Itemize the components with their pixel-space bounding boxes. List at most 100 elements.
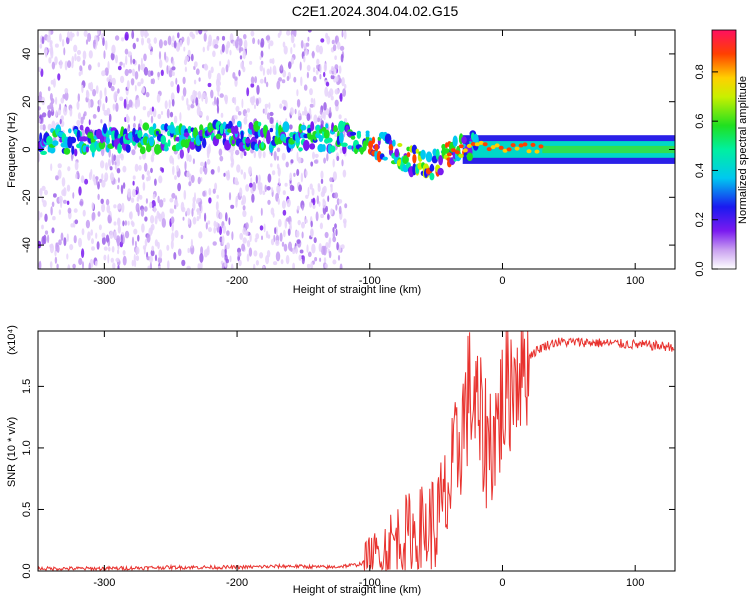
heatmap-speckle: [320, 170, 324, 180]
heatmap-speckle: [158, 249, 163, 259]
heatmap-speckle: [248, 166, 253, 176]
heatmap-speckle: [172, 60, 175, 67]
heatmap-speckle: [276, 147, 281, 153]
heatmap-hotspot: [534, 149, 540, 154]
heatmap-speckle: [237, 251, 242, 257]
heatmap-x-axis-label: Height of straight line (km): [293, 284, 421, 296]
heatmap-speckle: [97, 181, 100, 190]
heatmap-speckle: [204, 95, 208, 105]
heatmap-ridge-blob: [167, 139, 171, 147]
heatmap-speckle: [172, 165, 175, 176]
heatmap-speckle: [262, 108, 265, 114]
heatmap-speckle: [343, 220, 347, 229]
heatmap-speckle: [336, 242, 339, 251]
heatmap-speckle: [47, 123, 52, 131]
heatmap-speckle: [207, 70, 212, 80]
heatmap-speckle: [246, 240, 251, 248]
heatmap-speckle: [287, 228, 291, 236]
heatmap-speckle: [215, 221, 219, 228]
heatmap-speckle: [85, 219, 90, 229]
heatmap-speckle: [290, 159, 294, 164]
heatmap-speckle: [159, 59, 163, 68]
heatmap-speckle: [58, 209, 62, 216]
heatmap-speckle: [103, 246, 108, 251]
heatmap-speckle: [255, 233, 260, 240]
heatmap-speckle: [141, 86, 146, 94]
heatmap-speckle: [74, 219, 79, 225]
heatmap-speckle: [122, 62, 126, 68]
heatmap-speckle: [344, 84, 347, 89]
heatmap-speckle: [163, 197, 166, 203]
heatmap-speckle: [244, 230, 249, 237]
heatmap-speckle: [313, 114, 318, 124]
heatmap-x-tick-label: 0: [499, 275, 505, 287]
heatmap-speckle: [259, 225, 264, 231]
heatmap-speckle: [270, 124, 275, 129]
heatmap-speckle: [303, 43, 307, 50]
heatmap-speckle: [307, 36, 310, 42]
heatmap-speckle: [202, 190, 206, 197]
heatmap-ridge-blob: [139, 146, 146, 155]
heatmap-speckle: [55, 175, 59, 181]
heatmap-speckle: [142, 181, 146, 191]
heatmap-speckle: [71, 153, 74, 162]
heatmap-speckle: [231, 231, 234, 241]
heatmap-speckle: [283, 106, 287, 111]
heatmap-speckle: [327, 213, 330, 221]
heatmap-speckle: [173, 40, 177, 49]
heatmap-speckle: [230, 149, 234, 156]
heatmap-speckle: [325, 205, 329, 213]
heatmap-speckle: [300, 76, 303, 87]
heatmap-speckle: [150, 78, 153, 84]
heatmap-speckle: [334, 64, 339, 70]
heatmap-speckle: [132, 180, 135, 186]
heatmap-speckle: [286, 198, 291, 208]
heatmap-speckle: [124, 68, 129, 77]
heatmap-hotspot: [450, 148, 456, 153]
heatmap-speckle: [121, 202, 125, 213]
heatmap-speckle: [212, 50, 216, 58]
heatmap-ridge-blob: [326, 137, 333, 143]
heatmap-speckle: [64, 88, 69, 94]
heatmap-ridge-blob: [52, 140, 59, 146]
heatmap-ridge-blob: [222, 132, 227, 139]
heatmap-ridge-blob: [117, 143, 122, 154]
heatmap-speckle: [58, 239, 62, 246]
heatmap-speckle: [63, 187, 67, 197]
heatmap-speckle: [171, 66, 176, 71]
heatmap-speckle: [109, 230, 114, 239]
heatmap-speckle: [158, 175, 163, 184]
heatmap-speckle: [240, 169, 244, 175]
heatmap-speckle: [312, 204, 316, 210]
heatmap-speckle: [182, 76, 186, 85]
heatmap-speckle: [330, 185, 333, 193]
heatmap-speckle: [214, 39, 219, 45]
heatmap-speckle: [254, 237, 258, 243]
heatmap-speckle: [139, 155, 142, 160]
heatmap-speckle: [38, 106, 41, 111]
heatmap-speckle: [193, 61, 198, 68]
heatmap-speckle: [216, 194, 219, 199]
heatmap-speckle: [286, 30, 291, 36]
heatmap-speckle: [190, 238, 193, 249]
heatmap-speckle: [214, 182, 218, 191]
heatmap-speckle: [66, 253, 69, 260]
heatmap-speckle: [323, 110, 326, 121]
heatmap-speckle: [69, 244, 74, 251]
heatmap-speckle: [40, 68, 44, 77]
heatmap-speckle: [265, 81, 269, 88]
heatmap-speckle: [49, 102, 54, 110]
heatmap-speckle: [93, 178, 97, 186]
heatmap-speckle: [326, 153, 329, 162]
heatmap-speckle: [113, 91, 117, 102]
heatmap-speckle: [255, 174, 258, 184]
heatmap-speckle: [80, 175, 85, 184]
heatmap-speckle: [263, 223, 266, 233]
heatmap-speckle: [123, 98, 127, 109]
heatmap-speckle: [154, 254, 158, 262]
heatmap-speckle: [302, 256, 305, 262]
heatmap-speckle: [79, 124, 84, 131]
heatmap-speckle: [231, 157, 235, 167]
heatmap-ridge-blob: [202, 137, 207, 149]
heatmap-speckle: [92, 89, 97, 97]
